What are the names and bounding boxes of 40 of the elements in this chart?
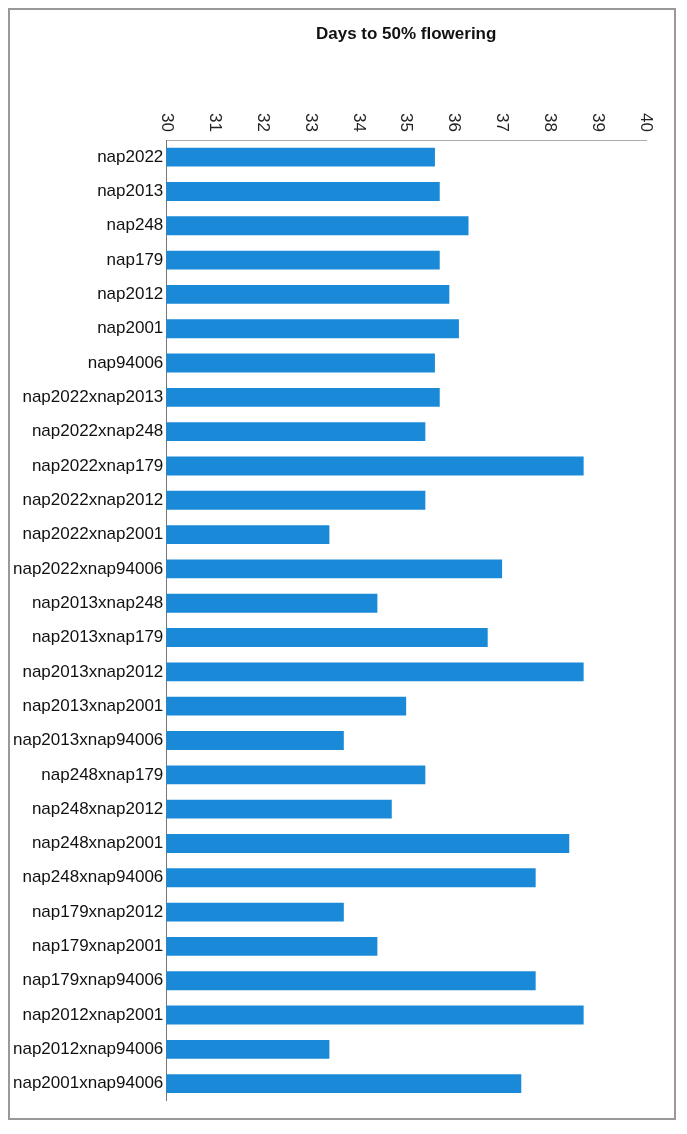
y-tick-label: nap94006 [87, 352, 164, 372]
y-tick-label: nap2013xnap248 [31, 592, 164, 612]
x-tick-label: 35 [397, 113, 417, 133]
y-tick-label: nap2022xnap94006 [12, 558, 164, 578]
y-tick-label: nap179xnap2012 [31, 901, 164, 921]
x-tick-label: 33 [301, 113, 321, 133]
y-tick-label: nap179 [106, 249, 164, 269]
y-tick-label: nap2012xnap94006 [12, 1039, 164, 1059]
x-tick-label: 30 [157, 113, 177, 133]
y-tick-label: nap2013xnap2012 [22, 661, 164, 681]
y-tick-label: nap248xnap2001 [31, 833, 164, 853]
x-tick-label: 40 [637, 113, 657, 133]
y-tick-label: nap2022xnap248 [31, 421, 164, 441]
y-tick-label: nap2001xnap94006 [12, 1073, 164, 1093]
y-tick-label: nap2013 [97, 181, 164, 201]
y-tick-label: nap179xnap94006 [22, 970, 164, 990]
y-tick-label: nap2013xnap179 [31, 627, 164, 647]
y-tick-label: nap2013xnap94006 [12, 730, 164, 750]
y-tick-label: nap2022xnap179 [31, 455, 164, 475]
x-tick-label: 34 [349, 113, 369, 133]
y-tick-label: nap248xnap179 [41, 764, 164, 784]
y-tick-label: nap2013xnap2001 [22, 695, 164, 715]
x-axis-title: Days to 50% flowering [315, 23, 497, 43]
y-tick-label: nap248xnap94006 [22, 867, 164, 887]
y-tick-label: nap2001 [97, 318, 164, 338]
y-tick-label: nap248xnap2012 [31, 798, 164, 818]
y-tick-label: nap2022xnap2012 [22, 489, 164, 509]
y-tick-label: nap2012xnap2001 [22, 1004, 164, 1024]
x-tick-label: 37 [493, 113, 513, 133]
x-tick-label: 39 [589, 113, 609, 133]
x-tick-label: 32 [253, 113, 273, 133]
y-tick-label: nap179xnap2001 [31, 936, 164, 956]
y-tick-label: nap248 [106, 215, 164, 235]
x-tick-label: 31 [205, 113, 225, 133]
y-tick-label: nap2022xnap2001 [22, 524, 164, 544]
x-tick-label: 38 [541, 113, 561, 133]
y-tick-label: nap2022xnap2013 [22, 387, 164, 407]
y-tick-label: nap2012 [97, 284, 164, 304]
x-tick-label: 36 [445, 113, 465, 133]
y-tick-label: nap2022 [97, 146, 164, 166]
